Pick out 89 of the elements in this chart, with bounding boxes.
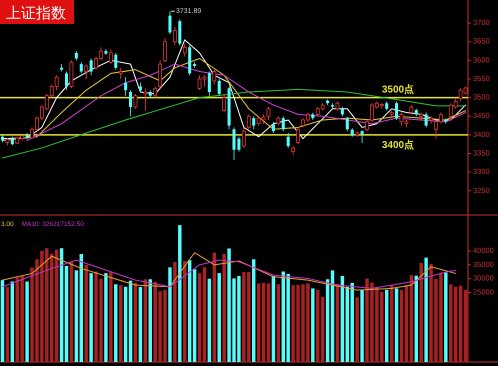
candlestick <box>286 132 290 148</box>
candlestick <box>158 60 162 89</box>
bar <box>168 267 172 362</box>
bar <box>276 284 280 362</box>
candlestick <box>222 94 226 113</box>
bar <box>217 273 221 362</box>
candlestick <box>296 127 300 145</box>
bar <box>336 284 340 362</box>
bar <box>444 272 448 362</box>
bar <box>109 271 113 362</box>
candlestick <box>360 130 364 144</box>
ref-line-label: 3500点 <box>382 84 414 96</box>
candlestick <box>242 127 246 148</box>
bar <box>252 259 256 362</box>
candlestick <box>118 67 123 80</box>
candlestick <box>178 18 182 46</box>
bar <box>118 285 122 362</box>
candlestick <box>208 71 211 96</box>
ref-line-label: 3400点 <box>382 138 414 151</box>
candlestick <box>336 100 340 112</box>
bar <box>419 262 423 362</box>
bar <box>25 281 29 362</box>
candlestick <box>114 52 118 70</box>
candlestick <box>232 127 236 160</box>
bar <box>144 279 148 362</box>
candlestick <box>138 82 142 92</box>
candlestick <box>90 58 93 76</box>
candlestick <box>272 121 275 134</box>
candlestick <box>266 106 270 120</box>
bar <box>138 287 142 362</box>
candlestick <box>80 62 83 74</box>
candlestick <box>346 116 349 132</box>
candlestick <box>409 104 414 115</box>
bar <box>89 273 93 362</box>
bar <box>222 254 226 362</box>
candlestick <box>395 100 398 120</box>
bar <box>173 262 177 362</box>
candlestick <box>124 76 128 96</box>
candlestick <box>74 50 78 61</box>
bar <box>394 288 398 362</box>
bar <box>384 290 388 362</box>
candlestick <box>246 114 251 130</box>
candlestick <box>64 71 68 91</box>
bar <box>134 282 138 362</box>
candlestick <box>168 10 172 35</box>
candlestick <box>84 64 88 80</box>
candlestick <box>291 146 295 156</box>
candlestick <box>252 116 256 130</box>
bar <box>424 258 428 362</box>
candlestick <box>153 86 158 98</box>
bar <box>10 281 14 362</box>
bar <box>6 286 10 362</box>
bar <box>208 278 212 362</box>
chart-title: 上证指数 <box>6 5 66 22</box>
candlestick <box>212 69 216 85</box>
bar <box>311 288 315 362</box>
candlestick <box>424 112 428 128</box>
bar <box>0 280 4 362</box>
bar <box>84 264 88 362</box>
bar <box>148 279 152 362</box>
candlestick <box>365 120 369 132</box>
bar <box>104 273 108 362</box>
bar <box>178 225 182 362</box>
candlestick <box>182 43 187 58</box>
bar <box>355 297 359 362</box>
line-series <box>2 260 456 289</box>
candlestick <box>143 88 148 112</box>
candlestick <box>276 116 280 126</box>
bar <box>114 284 118 362</box>
candlestick <box>340 106 344 117</box>
bar <box>360 290 364 362</box>
candlestick <box>134 94 138 110</box>
candlestick <box>385 100 388 112</box>
candlestick <box>129 90 132 117</box>
bar <box>212 252 216 362</box>
candlestick <box>218 78 221 96</box>
candlestick <box>108 48 113 64</box>
bar <box>183 260 186 362</box>
bar <box>272 276 276 362</box>
candlestick <box>237 136 240 152</box>
line-series <box>2 252 456 291</box>
candlestick <box>173 26 177 46</box>
bar <box>390 285 394 362</box>
candlestick <box>282 116 285 132</box>
candlestick <box>331 102 334 110</box>
bar <box>414 276 418 362</box>
candlestick <box>163 38 167 63</box>
line-series <box>2 39 466 140</box>
bar <box>70 262 74 362</box>
